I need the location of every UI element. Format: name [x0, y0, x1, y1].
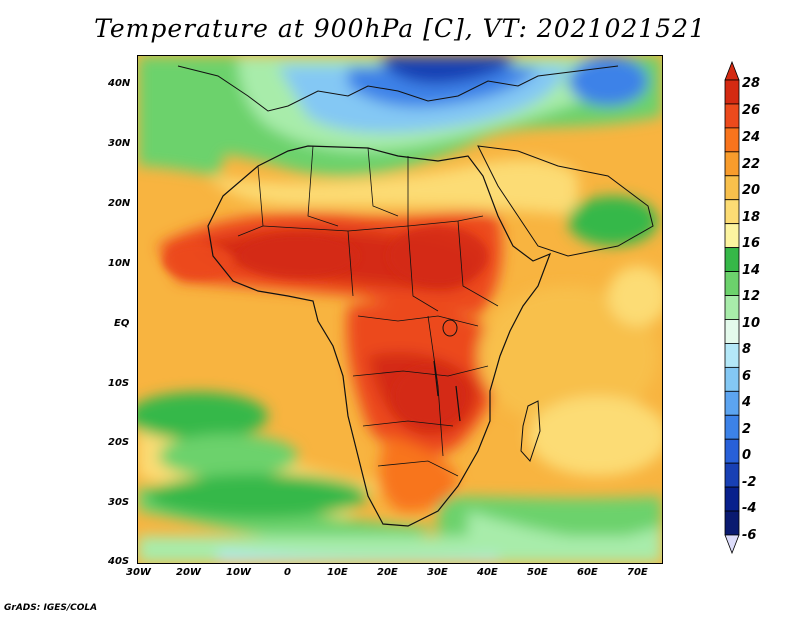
temperature-map: [138, 56, 662, 563]
colorbar-swatch: [724, 319, 740, 344]
colorbar-label: 4: [742, 395, 752, 410]
colorbar-label: 0: [742, 448, 752, 463]
colorbar-label: 22: [742, 157, 761, 172]
colorbar-swatch: [724, 438, 740, 464]
colorbar-label: 14: [742, 263, 761, 278]
lon-label: 10E: [327, 567, 348, 578]
lat-label: 10S: [108, 378, 130, 389]
colorbar-swatch: [724, 295, 740, 320]
colorbar-label: 16: [742, 236, 761, 251]
colorbar-label: -6: [742, 528, 757, 543]
colorbar-swatch: [724, 390, 740, 416]
colorbar-label: 12: [742, 289, 761, 304]
colorbar-swatch: [724, 199, 740, 225]
lon-label: 20E: [377, 567, 398, 578]
lat-label: 30N: [108, 138, 131, 149]
colorbar-swatch: [724, 271, 740, 296]
colorbar: [724, 60, 740, 555]
colorbar-swatch: [724, 343, 740, 368]
africa-coastline: [207, 145, 552, 527]
lon-label: 20W: [176, 567, 201, 578]
lat-label: 20N: [108, 198, 131, 209]
colorbar-swatch: [724, 510, 740, 536]
lat-label: 40S: [108, 556, 130, 567]
lon-label: 10W: [226, 567, 251, 578]
colorbar-min-arrow: [724, 534, 740, 555]
colorbar-label: 2: [742, 422, 752, 437]
colorbar-swatch: [724, 366, 740, 392]
chart-title: Temperature at 900hPa [C], VT: 202102152…: [94, 14, 706, 43]
lat-label: 40N: [108, 78, 131, 89]
colorbar-label: 18: [742, 210, 761, 225]
lat-label: EQ: [114, 318, 130, 329]
colorbar-swatch: [724, 175, 740, 201]
colorbar-label: 24: [742, 130, 761, 145]
colorbar-swatch: [724, 151, 740, 177]
footer-credit: GrADS: IGES/COLA: [4, 603, 98, 613]
colorbar-swatch: [724, 79, 740, 105]
colorbar-label: 6: [742, 369, 752, 384]
colorbar-swatch: [724, 223, 740, 249]
colorbar-swatch: [724, 103, 740, 129]
lat-label: 20S: [108, 437, 130, 448]
colorbar-label: 26: [742, 103, 761, 118]
lon-label: 40E: [477, 567, 498, 578]
lon-label: 60E: [577, 567, 598, 578]
colorbar-label: 8: [742, 342, 752, 357]
colorbar-swatch: [724, 247, 740, 272]
lon-label: 50E: [527, 567, 548, 578]
colorbar-swatch: [724, 414, 740, 440]
colorbar-label: -2: [742, 475, 757, 490]
colorbar-max-arrow: [724, 60, 740, 81]
lat-label: 10N: [108, 258, 131, 269]
lat-label: 30S: [108, 497, 130, 508]
map-frame: [137, 55, 663, 564]
colorbar-swatch: [724, 486, 740, 512]
colorbar-label: 10: [742, 316, 761, 331]
lon-label: 30W: [126, 567, 151, 578]
lon-label: 30E: [427, 567, 448, 578]
colorbar-label: 28: [742, 76, 761, 91]
lon-label: 70E: [627, 567, 648, 578]
colorbar-label: -4: [742, 501, 757, 516]
colorbar-swatch: [724, 127, 740, 153]
colorbar-label: 20: [742, 183, 761, 198]
lon-label: 0: [284, 567, 291, 578]
colorbar-swatch: [724, 462, 740, 488]
